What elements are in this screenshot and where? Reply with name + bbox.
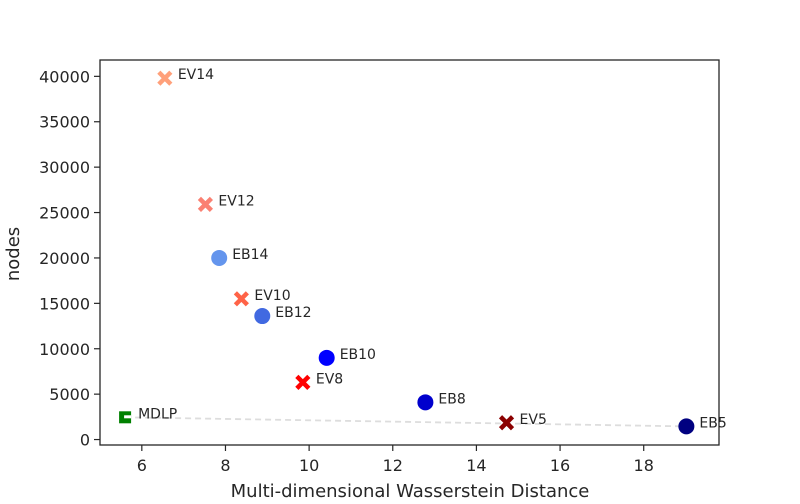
- y-tick-label: 20000: [39, 249, 90, 268]
- x-tick-label: 10: [299, 456, 319, 475]
- point-eb8: [417, 394, 434, 411]
- point-ev12: [197, 196, 213, 212]
- x-tick-label: 14: [466, 456, 486, 475]
- point-label-eb10: EB10: [340, 347, 376, 363]
- y-tick-label: 30000: [39, 158, 90, 177]
- point-eb14: [211, 249, 228, 266]
- point-label-ev12: EV12: [218, 193, 254, 209]
- point-ev8: [295, 374, 311, 390]
- point-label-eb5: EB5: [699, 415, 726, 431]
- x-tick-label: 18: [634, 456, 654, 475]
- x-tick-label: 16: [550, 456, 570, 475]
- y-tick-label: 10000: [39, 340, 90, 359]
- point-eb12: [254, 308, 271, 325]
- point-label-mdlp: MDLP: [138, 406, 177, 422]
- y-tick-label: 0: [80, 431, 90, 450]
- point-label-ev5: EV5: [520, 412, 547, 428]
- x-tick-label: 12: [383, 456, 403, 475]
- point-label-ev8: EV8: [316, 371, 343, 387]
- x-tick-label: 8: [220, 456, 230, 475]
- y-tick-label: 25000: [39, 204, 90, 223]
- point-label-eb8: EB8: [438, 391, 465, 407]
- point-label-ev10: EV10: [254, 288, 290, 304]
- y-tick-label: 5000: [49, 385, 90, 404]
- point-label-ev14: EV14: [178, 67, 214, 83]
- point-eb10: [318, 349, 335, 366]
- point-label-eb14: EB14: [232, 247, 268, 263]
- y-tick-label: 15000: [39, 294, 90, 313]
- point-ev10: [233, 291, 249, 307]
- y-tick-label: 40000: [39, 67, 90, 86]
- point-mdlp: [119, 411, 132, 424]
- y-axis-label: nodes: [3, 227, 24, 281]
- point-label-eb12: EB12: [275, 305, 311, 321]
- point-ev5: [498, 415, 515, 431]
- y-tick-label: 35000: [39, 113, 90, 132]
- point-eb5: [678, 418, 695, 435]
- x-axis-label: Multi-dimensional Wasserstein Distance: [231, 481, 590, 500]
- x-tick-label: 6: [137, 456, 147, 475]
- trend-line: [125, 416, 687, 428]
- point-ev14: [157, 70, 173, 86]
- plot-frame: [99, 59, 720, 446]
